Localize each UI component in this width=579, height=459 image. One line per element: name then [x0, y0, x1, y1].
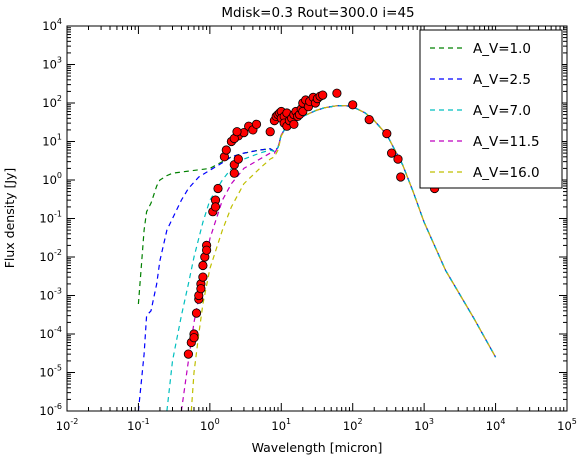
observation-point	[198, 272, 208, 282]
observation-point	[229, 168, 239, 178]
observation-point	[393, 154, 403, 164]
observation-point	[232, 127, 242, 137]
y-tick-label: 101	[42, 133, 62, 149]
y-axis-label: Flux density [Jy]	[2, 168, 17, 269]
observation-point	[386, 148, 397, 158]
x-tick-labels: 10-2 10-1 100 101 102 103 104 105	[56, 417, 577, 433]
observation-point	[251, 119, 262, 129]
x-axis-label: Wavelength [micron]	[252, 440, 383, 455]
y-tick-label: 10-5	[39, 364, 62, 380]
observation-point	[289, 119, 299, 129]
x-tick-label: 10-1	[127, 417, 150, 433]
x-tick-label: 102	[343, 417, 363, 433]
observations-layer	[183, 88, 440, 359]
x-tick-label: 101	[271, 417, 291, 433]
observation-point	[382, 129, 392, 139]
y-tick-label: 102	[42, 94, 62, 110]
legend: A_V=1.0 A_V=2.5 A_V=7.0 A_V=11.5 A_V=16.0	[419, 29, 563, 189]
legend-box	[419, 29, 563, 189]
legend-label: A_V=16.0	[473, 165, 540, 181]
legend-label: A_V=7.0	[473, 103, 531, 119]
y-tick-labels: 10-6 10-5 10-4 10-3 10-2 10-1 100 101 102 103 104	[39, 17, 62, 418]
observation-point	[191, 308, 202, 318]
observation-point	[210, 202, 221, 212]
observation-point	[196, 284, 206, 294]
ticks-layer	[66, 25, 568, 412]
observation-point	[265, 127, 275, 137]
x-tick-label: 105	[557, 417, 577, 433]
observation-point	[198, 260, 208, 271]
chart-title: Mdisk=0.3 Rout=300.0 i=45	[221, 5, 414, 21]
y-tick-label: 10-6	[39, 402, 62, 418]
observation-point	[332, 88, 342, 98]
legend-label: A_V=1.0	[473, 41, 531, 57]
series-line-4	[190, 105, 497, 411]
y-tick-label: 10-4	[39, 325, 62, 341]
x-tick-label: 10-2	[56, 417, 79, 433]
y-tick-label: 10-3	[39, 287, 62, 303]
observation-point	[364, 115, 374, 125]
observation-point	[183, 349, 193, 359]
y-tick-label: 10-2	[39, 248, 62, 264]
observation-point	[396, 172, 406, 182]
observation-point	[348, 100, 358, 110]
observation-point	[189, 333, 199, 343]
y-tick-label: 10-1	[39, 210, 62, 226]
legend-label: A_V=2.5	[473, 72, 531, 88]
observation-point	[318, 90, 328, 100]
legend-label: A_V=11.5	[473, 134, 540, 150]
y-tick-label: 104	[42, 17, 62, 33]
x-tick-label: 103	[414, 417, 434, 433]
y-tick-label: 103	[42, 56, 62, 72]
observation-point	[202, 245, 212, 255]
x-tick-label: 104	[486, 417, 506, 433]
y-tick-label: 100	[42, 171, 62, 187]
observation-point	[213, 183, 223, 194]
observation-point	[221, 145, 231, 155]
x-tick-label: 100	[200, 417, 220, 433]
observation-point	[233, 154, 243, 164]
